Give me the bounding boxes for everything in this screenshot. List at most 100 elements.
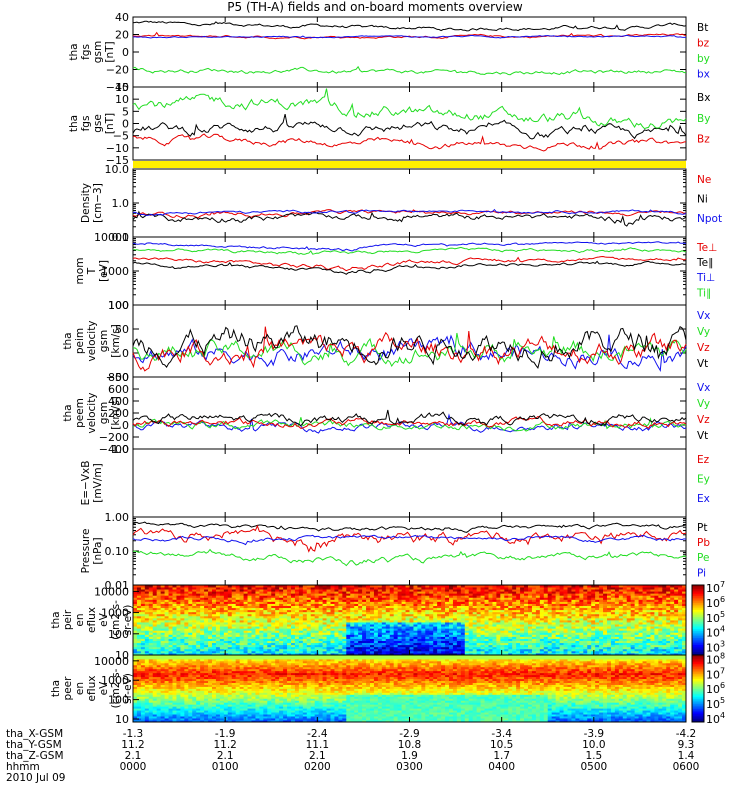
spectrogram-cell (298, 603, 304, 606)
spectrogram-cell (528, 632, 533, 635)
spectrogram-cell (184, 640, 189, 644)
spectrogram-cell (539, 638, 545, 641)
spectrogram-cell (472, 585, 478, 588)
spectrogram-cell (196, 638, 201, 641)
spectrogram-cell (571, 622, 576, 625)
spectrogram-cell (421, 644, 426, 648)
spectrogram-cell (310, 603, 316, 606)
spectrogram-cell (433, 611, 438, 615)
spectrogram-cell (235, 628, 241, 631)
spectrogram-cell (164, 611, 169, 615)
spectrogram-cell (377, 646, 383, 650)
spectrogram-cell (310, 597, 316, 600)
spectrogram-cell (512, 630, 517, 633)
spectrogram-cell (227, 620, 233, 623)
spectrogram-cell (563, 615, 568, 619)
spectrogram-cell (543, 624, 549, 627)
spectrogram-cell (381, 617, 387, 621)
spectrogram-cell (575, 593, 580, 596)
spectrogram-cell (492, 587, 497, 590)
spectrogram-cell (531, 640, 537, 644)
spectrogram-cell (504, 636, 509, 639)
spectrogram-cell (460, 640, 466, 644)
spectrogram-cell (283, 601, 288, 604)
spectrogram-cell (464, 630, 470, 633)
spectrogram-cell (496, 585, 501, 588)
spectrogram-cell (429, 611, 434, 615)
spectrogram-cell (480, 585, 485, 588)
spectrogram-cell (287, 634, 292, 637)
spectrogram-cell (555, 591, 560, 594)
spectrogram-cell (168, 615, 173, 619)
spectrogram-cell (575, 628, 580, 631)
spectrogram-cell (314, 597, 320, 600)
spectrogram-cell (148, 589, 154, 592)
spectrogram-cell (263, 648, 268, 652)
spectrogram-cell (251, 622, 256, 625)
spectrogram-cell (504, 624, 509, 627)
spectrogram-cell (148, 607, 154, 611)
spectrogram-cell (591, 646, 596, 650)
y-axis-label-line: tha (62, 332, 74, 349)
spectrogram-cell (148, 615, 154, 619)
spectrogram-cell (373, 644, 379, 648)
spectrogram-cell (148, 632, 154, 635)
spectrogram-cell (476, 599, 481, 602)
spectrogram-cell (267, 626, 272, 629)
spectrogram-cell (504, 652, 509, 656)
spectrogram-cell (366, 601, 371, 604)
spectrogram-cell (484, 589, 489, 592)
spectrogram-cell (366, 628, 371, 631)
spectrogram-cell (488, 650, 493, 654)
spectrogram-cell (196, 609, 201, 613)
spectrogram-cell (591, 601, 596, 604)
spectrogram-cell (358, 607, 363, 611)
spectrogram-cell (330, 603, 335, 606)
spectrogram-cell (168, 603, 173, 606)
spectrogram-cell (314, 636, 320, 639)
spectrogram-cell (144, 652, 150, 656)
spectrogram-cell (346, 652, 351, 656)
spectrogram-cell (437, 601, 442, 604)
spectrogram-cell (168, 642, 173, 646)
spectrogram-cell (559, 597, 564, 600)
spectrogram-cell (330, 630, 335, 633)
spectrogram-cell (559, 585, 564, 588)
y-axis-label-line: E=−VxB (80, 461, 92, 506)
spectrogram-cell (255, 585, 260, 588)
spectrogram-cell (429, 628, 434, 631)
spectrogram-cell (441, 591, 446, 594)
spectrogram-cell (456, 595, 462, 598)
spectrogram-cell (417, 609, 422, 613)
spectrogram-cell (389, 642, 395, 646)
spectrogram-cell (508, 632, 513, 635)
spectrogram-cell (279, 611, 284, 615)
spectrogram-cell (567, 613, 572, 617)
spectrogram-cell (239, 611, 244, 615)
spectrogram-cell (531, 611, 537, 615)
spectrogram-cell (271, 628, 276, 631)
spectrogram-cell (449, 609, 454, 613)
spectrogram-cell (144, 630, 150, 633)
spectrogram-cell (255, 648, 260, 652)
spectrogram-cell (516, 587, 521, 590)
spectrogram-cell (156, 585, 162, 588)
spectrogram-cell (484, 626, 489, 629)
spectrogram-cell (366, 599, 371, 602)
spectrogram-cell (563, 609, 568, 613)
spectrogram-cell (441, 626, 446, 629)
spectrogram-cell (583, 622, 588, 625)
spectrogram-cell (528, 611, 533, 615)
spectrogram-cell (516, 599, 521, 602)
spectrogram-cell (456, 589, 462, 592)
spectrogram-cell (208, 617, 213, 621)
spectrogram-cell (429, 634, 434, 637)
spectrogram-cell (480, 630, 485, 633)
spectrogram-cell (326, 644, 331, 648)
spectrogram-cell (425, 595, 430, 598)
spectrogram-cell (318, 622, 323, 625)
spectrogram-cell (235, 609, 241, 613)
spectrogram-cell (275, 599, 280, 602)
spectrogram-cell (192, 587, 197, 590)
spectrogram-cell (520, 609, 525, 613)
